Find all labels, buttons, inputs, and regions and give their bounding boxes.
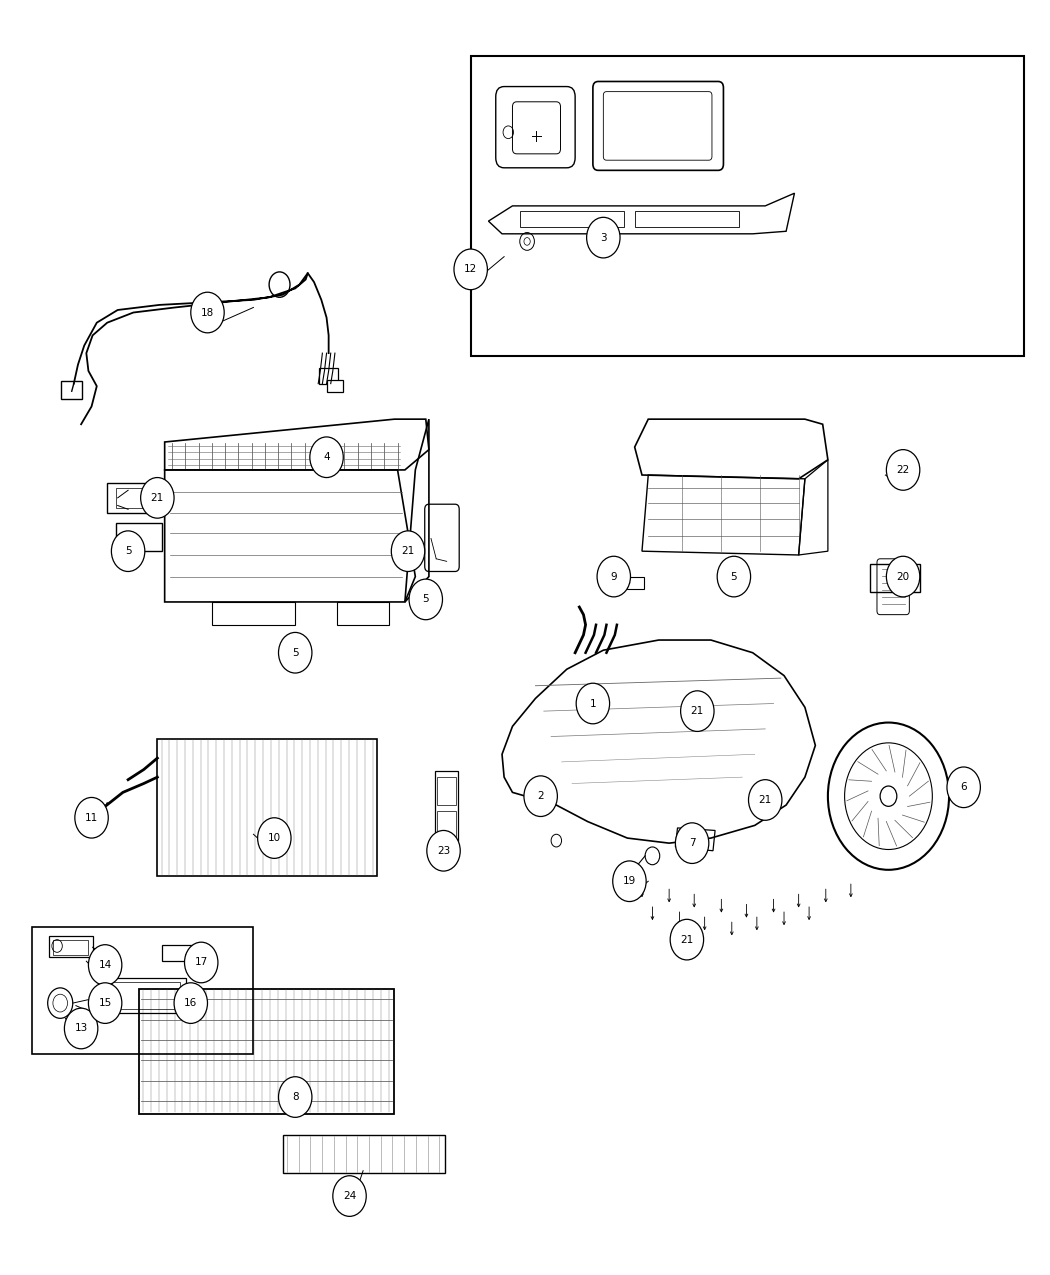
Text: 5: 5 xyxy=(731,571,737,581)
Circle shape xyxy=(613,861,646,901)
Bar xyxy=(435,771,458,840)
Bar xyxy=(61,381,82,399)
Text: 17: 17 xyxy=(194,958,208,968)
Text: 3: 3 xyxy=(600,232,607,242)
Text: 23: 23 xyxy=(437,845,450,856)
Circle shape xyxy=(426,830,460,871)
Circle shape xyxy=(670,919,704,960)
Text: 10: 10 xyxy=(268,833,281,843)
Circle shape xyxy=(88,945,122,986)
Bar xyxy=(679,834,706,844)
Text: 18: 18 xyxy=(201,307,214,317)
Text: 9: 9 xyxy=(610,571,617,581)
Circle shape xyxy=(675,822,709,863)
Text: 5: 5 xyxy=(422,594,429,604)
Bar xyxy=(282,1135,444,1173)
Text: 6: 6 xyxy=(961,783,967,792)
Bar xyxy=(470,56,1024,356)
Circle shape xyxy=(524,776,558,816)
Bar xyxy=(112,982,181,1010)
Text: 24: 24 xyxy=(343,1191,356,1201)
Circle shape xyxy=(191,292,225,333)
Circle shape xyxy=(64,1009,98,1049)
Circle shape xyxy=(257,817,291,858)
Circle shape xyxy=(886,556,920,597)
Text: 21: 21 xyxy=(691,706,704,717)
Text: 8: 8 xyxy=(292,1093,298,1102)
Text: 2: 2 xyxy=(538,792,544,801)
Circle shape xyxy=(410,579,442,620)
Bar xyxy=(627,576,644,589)
Bar xyxy=(437,811,456,836)
Circle shape xyxy=(111,530,145,571)
Text: 12: 12 xyxy=(464,264,478,274)
Text: 21: 21 xyxy=(758,796,772,805)
Bar xyxy=(158,740,377,876)
Circle shape xyxy=(88,983,122,1024)
Circle shape xyxy=(597,556,630,597)
Text: 21: 21 xyxy=(151,493,164,502)
Text: 5: 5 xyxy=(125,546,131,556)
Bar xyxy=(139,989,395,1113)
Text: 11: 11 xyxy=(85,812,99,822)
Bar xyxy=(319,368,338,384)
Circle shape xyxy=(576,683,610,724)
Text: 15: 15 xyxy=(99,998,111,1009)
Text: 22: 22 xyxy=(897,465,909,474)
Text: 5: 5 xyxy=(292,648,298,658)
Text: 1: 1 xyxy=(590,699,596,709)
Circle shape xyxy=(75,797,108,838)
Circle shape xyxy=(392,530,425,571)
Text: 21: 21 xyxy=(680,935,693,945)
Circle shape xyxy=(454,249,487,289)
Bar xyxy=(327,380,343,393)
Circle shape xyxy=(310,437,343,478)
Text: 16: 16 xyxy=(184,998,197,1009)
Circle shape xyxy=(749,780,782,820)
Bar xyxy=(32,927,253,1054)
Text: 14: 14 xyxy=(99,960,111,970)
Circle shape xyxy=(587,217,621,258)
Circle shape xyxy=(141,478,174,518)
Circle shape xyxy=(886,450,920,491)
Circle shape xyxy=(947,768,981,807)
Text: 21: 21 xyxy=(401,546,415,556)
Circle shape xyxy=(717,556,751,597)
Text: 19: 19 xyxy=(623,876,636,886)
Circle shape xyxy=(680,691,714,732)
Text: 4: 4 xyxy=(323,453,330,463)
Bar xyxy=(107,978,186,1014)
Text: 13: 13 xyxy=(75,1024,88,1034)
Bar xyxy=(437,778,456,805)
Text: 7: 7 xyxy=(689,838,695,848)
Circle shape xyxy=(185,942,218,983)
Circle shape xyxy=(174,983,208,1024)
Circle shape xyxy=(333,1176,366,1216)
Circle shape xyxy=(278,632,312,673)
Circle shape xyxy=(278,1076,312,1117)
Text: 20: 20 xyxy=(897,571,909,581)
